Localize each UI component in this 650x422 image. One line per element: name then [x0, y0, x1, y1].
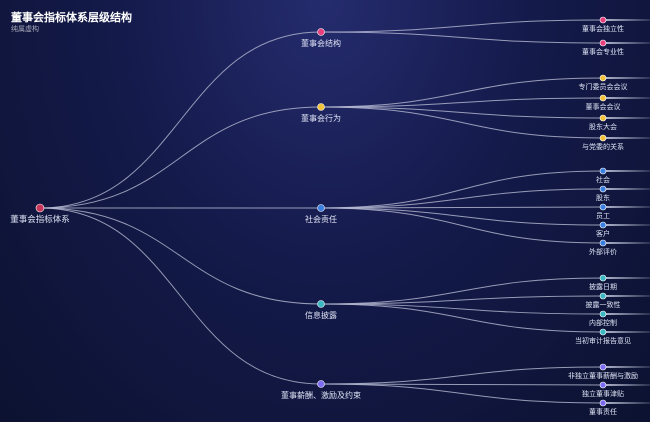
leaf-node[interactable] [599, 221, 607, 229]
leaf-label: 董事会独立性 [582, 24, 624, 33]
leaf-node[interactable] [599, 239, 607, 247]
leaf-label: 披露日期 [589, 282, 617, 291]
edge [320, 106, 604, 119]
leaf-tail [603, 97, 650, 99]
edge [320, 188, 604, 209]
leaf-node[interactable] [599, 292, 607, 300]
leaf-node[interactable] [599, 203, 607, 211]
edge [39, 31, 322, 209]
leaf-label: 董事会会议 [586, 102, 621, 111]
root-label: 董事会指标体系 [10, 214, 70, 225]
chart-subtitle: 纯属虚构 [11, 25, 39, 33]
edge [320, 106, 604, 139]
edge [320, 170, 604, 209]
leaf-node[interactable] [599, 94, 607, 102]
category-node[interactable] [317, 28, 325, 36]
edge [39, 207, 322, 385]
leaf-tail [603, 77, 650, 79]
category-label: 董事会行为 [301, 113, 341, 123]
edge [39, 207, 322, 305]
leaf-node[interactable] [599, 399, 607, 407]
edge [320, 97, 604, 108]
leaf-label: 专门委员会会议 [579, 82, 628, 91]
leaf-tail [603, 331, 650, 333]
leaf-tail [603, 19, 650, 21]
leaf-node[interactable] [599, 381, 607, 389]
leaf-tail [603, 117, 650, 119]
edge [39, 106, 322, 209]
edge [320, 383, 604, 386]
leaf-label: 当初审计报告意见 [575, 336, 631, 345]
category-label: 信息披露 [305, 310, 337, 320]
leaf-label: 董事责任 [589, 407, 617, 416]
leaf-label: 社会 [596, 175, 610, 184]
edge [320, 207, 604, 226]
leaf-tail [603, 277, 650, 279]
leaf-node[interactable] [599, 134, 607, 142]
leaf-label: 与党委的关系 [582, 142, 624, 151]
leaf-tail [603, 402, 650, 404]
leaf-tail [603, 313, 650, 315]
edge [320, 31, 604, 44]
category-label: 董事薪酬、激励及约束 [281, 390, 361, 400]
leaf-tail [603, 295, 650, 297]
leaf-node[interactable] [599, 274, 607, 282]
edge [320, 19, 604, 33]
leaf-label: 员工 [596, 212, 610, 220]
edge [320, 77, 604, 108]
leaf-label: 披露一致性 [586, 300, 621, 309]
leaf-label: 股东 [596, 193, 610, 202]
root-node[interactable] [35, 203, 45, 213]
leaf-tail [603, 366, 650, 368]
category-node[interactable] [317, 103, 325, 111]
leaf-tail [603, 170, 650, 172]
category-label: 董事会结构 [301, 38, 341, 48]
leaf-tail [603, 42, 650, 44]
leaf-node[interactable] [599, 185, 607, 193]
category-label: 社会责任 [305, 214, 337, 224]
leaf-label: 股东大会 [589, 122, 617, 131]
leaf-tail [603, 224, 650, 226]
leaf-node[interactable] [599, 39, 607, 47]
leaf-node[interactable] [599, 74, 607, 82]
edge [320, 207, 604, 244]
leaf-tail [603, 384, 650, 386]
leaf-tail [603, 137, 650, 139]
category-node[interactable] [317, 204, 325, 212]
edge [320, 366, 604, 385]
leaf-label: 非独立董事薪酬与激励 [568, 371, 638, 380]
category-node[interactable] [317, 380, 325, 388]
edge [320, 303, 604, 333]
leaf-tail [603, 242, 650, 244]
leaf-node[interactable] [599, 310, 607, 318]
leaf-label: 独立董事津贴 [582, 389, 624, 398]
edge [320, 303, 604, 315]
edge [320, 206, 604, 209]
chart-title: 董事会指标体系层级结构 [11, 11, 132, 24]
leaf-tail [603, 188, 650, 190]
leaf-node[interactable] [599, 16, 607, 24]
leaf-label: 外部评价 [589, 247, 617, 256]
edge [320, 295, 604, 305]
leaf-node[interactable] [599, 328, 607, 336]
leaf-node[interactable] [599, 167, 607, 175]
leaf-label: 内部控制 [589, 318, 617, 327]
leaf-tail [603, 206, 650, 208]
leaf-node[interactable] [599, 363, 607, 371]
edge [320, 383, 604, 404]
leaf-label: 董事会专业性 [582, 47, 624, 56]
category-node[interactable] [317, 300, 325, 308]
leaf-node[interactable] [599, 114, 607, 122]
edge [320, 277, 604, 305]
leaf-label: 客户 [596, 229, 610, 238]
